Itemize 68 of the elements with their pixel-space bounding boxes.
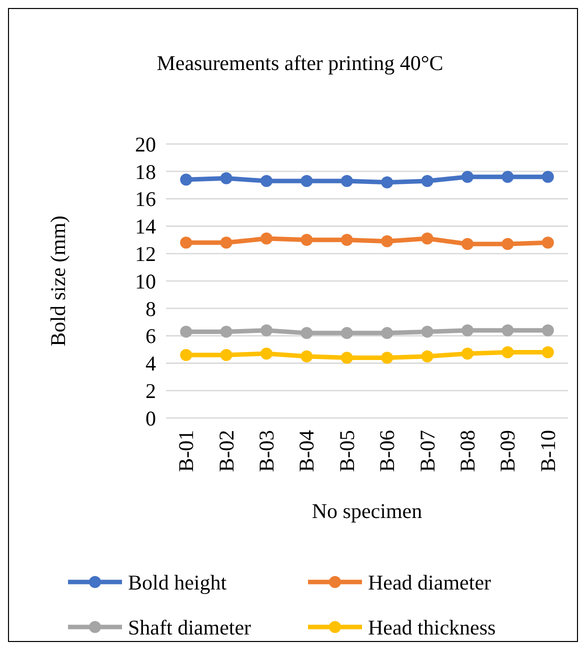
x-tick-label: B-04 <box>294 430 319 472</box>
point <box>462 348 474 360</box>
point <box>542 236 554 249</box>
point <box>381 176 394 188</box>
chart-title: Measurements after printing 40°C <box>156 51 444 75</box>
point <box>260 348 272 360</box>
legend-label: Head thickness <box>368 615 496 640</box>
point <box>180 348 192 361</box>
x-tick-label: B-01 <box>174 430 198 472</box>
point <box>220 236 232 249</box>
point <box>220 172 232 184</box>
point <box>462 238 474 250</box>
y-tick-label: 4 <box>146 352 156 376</box>
point <box>381 235 394 248</box>
legend-label: Bold height <box>128 570 227 594</box>
legend-label: Shaft diameter <box>128 615 252 640</box>
point <box>502 170 514 183</box>
y-tick-label: 12 <box>135 242 156 266</box>
y-tick-label: 6 <box>146 324 156 348</box>
x-tick-label: B-03 <box>254 430 278 472</box>
point <box>220 326 232 338</box>
point <box>542 170 554 183</box>
point <box>421 326 434 338</box>
point <box>502 324 514 336</box>
point <box>421 174 434 187</box>
y-tick-label: 20 <box>135 132 156 156</box>
point <box>300 350 313 362</box>
point <box>502 346 514 358</box>
x-tick-label: B-02 <box>214 430 238 472</box>
y-tick-label: 8 <box>146 296 156 321</box>
point <box>381 352 394 364</box>
point <box>260 232 272 245</box>
point <box>421 232 434 245</box>
point <box>260 324 272 336</box>
point <box>300 174 313 187</box>
legend-label: Head diameter <box>368 570 492 594</box>
point <box>300 327 313 340</box>
y-tick-label: 2 <box>146 378 156 403</box>
y-tick-label: 18 <box>135 160 156 184</box>
point <box>340 327 353 340</box>
point <box>421 350 434 362</box>
point <box>180 236 192 249</box>
y-tick-label: 16 <box>135 187 156 212</box>
point <box>542 324 554 336</box>
x-tick-label: B-10 <box>536 430 560 472</box>
y-tick-label: 14 <box>135 214 156 239</box>
point <box>340 174 353 187</box>
point <box>260 174 272 187</box>
point <box>502 238 514 250</box>
point <box>300 234 313 246</box>
x-tick-label: B-09 <box>496 430 520 472</box>
x-tick-label: B-05 <box>334 430 359 472</box>
y-axis-title: Bold size (mm) <box>46 216 70 346</box>
point <box>462 324 474 336</box>
point <box>340 352 353 364</box>
point <box>340 234 353 246</box>
x-tick-label: B-06 <box>375 430 400 472</box>
point <box>542 346 554 358</box>
point <box>381 327 394 340</box>
point <box>180 326 192 338</box>
y-tick-label: 10 <box>135 269 156 294</box>
y-tick-label: 0 <box>146 406 156 430</box>
x-tick-label: B-08 <box>456 430 480 472</box>
x-axis-title: No specimen <box>312 499 423 523</box>
point <box>180 174 192 186</box>
x-tick-label: B-07 <box>415 430 440 472</box>
point <box>462 170 474 183</box>
point <box>220 348 232 361</box>
